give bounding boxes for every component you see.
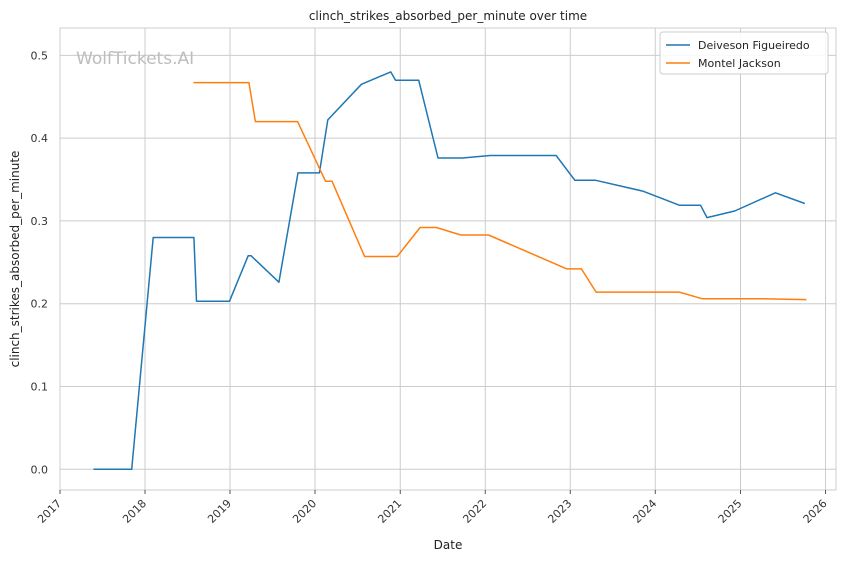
x-axis-title: Date (434, 538, 463, 552)
legend-label: Deiveson Figueiredo (698, 39, 810, 52)
plot-frame (59, 27, 837, 491)
grid-lines (59, 28, 836, 490)
series-line-montel-jackson (193, 81, 807, 301)
y-tick-label: 0.5 (31, 49, 49, 62)
y-tick-label: 0.3 (31, 215, 49, 228)
chart-title: clinch_strikes_absorbed_per_minute over … (309, 9, 587, 23)
y-axis-title: clinch_strikes_absorbed_per_minute (8, 151, 22, 368)
legend: Deiveson Figueiredo Montel Jackson (659, 31, 829, 75)
y-tick-label: 0.1 (31, 381, 49, 394)
y-tick-label: 0.0 (31, 463, 49, 476)
y-tick-label: 0.4 (31, 132, 49, 145)
y-tick-label: 0.2 (31, 298, 49, 311)
series-group (93, 71, 807, 471)
legend-box (659, 31, 829, 75)
watermark-text: WolfTickets.AI (76, 49, 194, 69)
y-axis-ticks: 0.0 0.1 0.2 0.3 0.4 0.5 (31, 49, 49, 476)
series-line-deiveson-figueiredo (93, 71, 806, 471)
legend-label: Montel Jackson (698, 57, 781, 70)
